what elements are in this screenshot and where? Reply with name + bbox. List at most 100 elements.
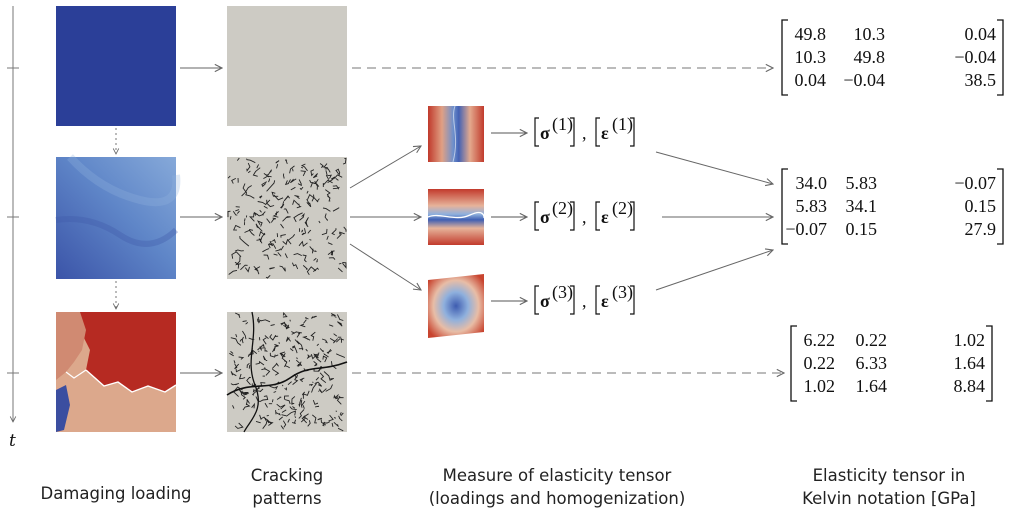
crack-segment <box>229 352 234 357</box>
arrow-to-loading-1 <box>349 146 421 189</box>
crack-segment <box>234 249 244 252</box>
tensor-cell: 1.02 <box>954 330 986 350</box>
crack-segment <box>266 414 269 417</box>
crack-segment <box>335 178 339 181</box>
crack-segment <box>342 261 347 269</box>
crack-segment <box>271 399 274 403</box>
crack-segment <box>289 348 294 352</box>
tensor-cell: 1.64 <box>856 376 888 396</box>
crack-segment <box>271 191 279 197</box>
crack-segment <box>282 420 287 428</box>
crack-segment <box>231 177 237 184</box>
crack-segment <box>269 385 279 390</box>
crack-segment <box>315 376 320 381</box>
crack-segment <box>281 353 288 368</box>
crack-segment <box>330 377 335 381</box>
strain-symbol: ε <box>601 207 609 227</box>
crack-segment <box>254 266 261 275</box>
crack-segment <box>285 365 290 369</box>
pair-bracket <box>630 117 635 147</box>
crack-segment <box>309 383 314 387</box>
crack-segment <box>242 320 247 322</box>
crack-segment <box>304 317 309 320</box>
tensor-bracket-left <box>781 19 788 96</box>
tensor-cell: 27.9 <box>965 219 997 239</box>
crack-segment <box>234 422 244 429</box>
crack-segment <box>264 402 268 408</box>
crack-segment <box>265 199 271 205</box>
crack-segment <box>296 357 298 360</box>
crack-segment <box>327 174 332 179</box>
crack-segment <box>246 362 250 369</box>
crack-segment <box>299 212 305 221</box>
crack-segment <box>268 178 271 183</box>
loading-shear <box>428 274 484 338</box>
crack-segment <box>275 160 280 164</box>
crack-segment <box>333 394 339 400</box>
tensor-cell: 49.8 <box>854 47 886 67</box>
stress-symbol: σ <box>540 123 550 143</box>
caption-tensor: Kelvin notation [GPa] <box>802 489 976 508</box>
crack-segment <box>258 231 266 237</box>
tensor-cell: 1.02 <box>804 376 836 396</box>
crack-segment <box>318 220 321 224</box>
crack-segment <box>244 229 255 236</box>
crack-segment <box>259 209 262 213</box>
crack-segment <box>285 336 291 342</box>
tensor-bracket-right <box>997 168 1004 245</box>
crack-segment <box>245 322 249 325</box>
tensor-cell: 0.04 <box>795 70 827 90</box>
crack-segment <box>307 229 312 234</box>
crack-segment <box>316 259 318 263</box>
crack-segment <box>241 336 244 344</box>
crack-segment <box>300 163 308 172</box>
crack-segment <box>262 248 270 253</box>
tensor-cell: 6.22 <box>804 330 836 350</box>
pair-bracket <box>570 201 575 231</box>
tensor-cell: 5.83 <box>796 196 828 216</box>
strain-symbol: ε <box>601 291 609 311</box>
crack-segment <box>334 316 337 318</box>
crack-segment <box>336 314 344 321</box>
crack-segment <box>273 391 277 393</box>
crack-segment <box>230 351 234 354</box>
crack-segment <box>284 253 288 259</box>
crack-segment <box>238 356 245 360</box>
loading-tension-x <box>428 105 484 163</box>
elasticity-tensor: 49.8 10.3 0.04 10.3 49.8 −0.04 0.04 −0.04 38.5 <box>781 19 1004 96</box>
crack-segment <box>269 267 275 270</box>
crack-segment <box>307 420 311 427</box>
crack-segment <box>306 266 317 276</box>
stress-strain-pair: σ (3), ε (3) <box>534 282 635 315</box>
crack-segment <box>297 332 301 335</box>
crack-segment <box>331 228 337 236</box>
crack-segment <box>248 364 251 369</box>
crack-segment <box>232 405 235 409</box>
crack-segment <box>261 211 266 216</box>
tensor-cell: 38.5 <box>965 70 997 90</box>
crack-segment <box>278 341 280 345</box>
tensor-cell: 0.15 <box>846 219 878 239</box>
crack-segment <box>270 217 277 223</box>
crack-segment <box>272 214 279 218</box>
tensor-cell: 5.83 <box>846 173 878 193</box>
crack-segment <box>278 416 283 421</box>
crack-segment <box>330 313 336 317</box>
stress-symbol: σ <box>540 291 550 311</box>
time-axis-label: t <box>9 431 16 451</box>
pair-bracket <box>595 201 600 231</box>
crack-segment <box>337 427 344 432</box>
crack-segment <box>303 319 307 324</box>
crack-segment <box>299 186 304 191</box>
crack-segment <box>335 168 340 175</box>
crack-segment <box>287 234 296 245</box>
crack-segment <box>315 355 322 363</box>
crack-segment <box>274 211 279 216</box>
crack-segment <box>317 417 323 421</box>
crack-segment <box>291 345 296 348</box>
tensor-cell: 34.0 <box>796 173 828 193</box>
crack-segment <box>290 178 297 184</box>
crack-segment <box>336 399 342 405</box>
crack-segment <box>274 354 279 358</box>
crack-segment <box>324 168 331 173</box>
